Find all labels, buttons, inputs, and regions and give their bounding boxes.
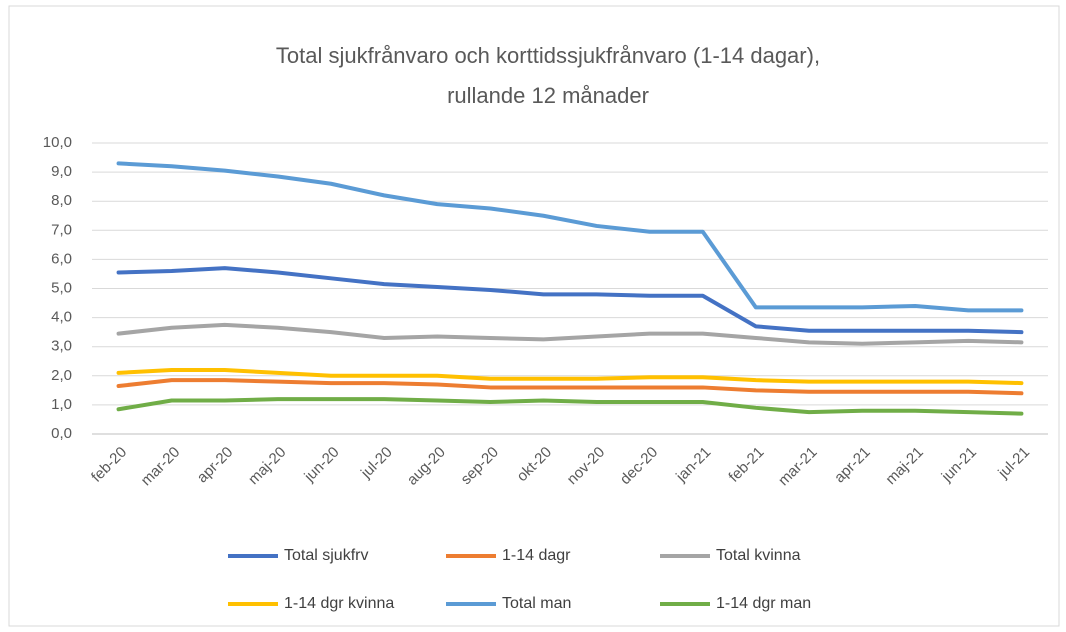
y-tick-label: 9,0 bbox=[51, 163, 72, 180]
chart-title: Total sjukfrånvaro och korttidssjukfrånv… bbox=[276, 43, 820, 68]
chart-title: rullande 12 månader bbox=[447, 83, 649, 108]
chart-border bbox=[8, 5, 1060, 627]
series-line bbox=[116, 266, 1024, 335]
y-tick-label: 3,0 bbox=[51, 338, 72, 355]
series-line bbox=[116, 161, 1024, 313]
y-tick-label: 1,0 bbox=[51, 396, 72, 413]
legend-label: Total sjukfrv bbox=[284, 547, 368, 564]
y-tick-label: 4,0 bbox=[51, 309, 72, 326]
y-tick-label: 10,0 bbox=[43, 134, 72, 151]
series-line bbox=[116, 322, 1024, 346]
legend-label: 1-14 dgr kvinna bbox=[284, 595, 394, 612]
series-line bbox=[116, 367, 1024, 386]
legend-label: Total man bbox=[502, 595, 571, 612]
legend-label: 1-14 dgr man bbox=[716, 595, 811, 612]
series-line bbox=[116, 397, 1024, 416]
legend-label: 1-14 dagr bbox=[502, 547, 571, 564]
y-tick-label: 8,0 bbox=[51, 192, 72, 209]
legend-label: Total kvinna bbox=[716, 547, 801, 564]
y-tick-label: 5,0 bbox=[51, 279, 72, 296]
y-tick-label: 0,0 bbox=[51, 425, 72, 442]
y-tick-label: 6,0 bbox=[51, 250, 72, 267]
y-tick-label: 7,0 bbox=[51, 221, 72, 238]
y-tick-label: 2,0 bbox=[51, 367, 72, 384]
series-line bbox=[116, 378, 1024, 396]
